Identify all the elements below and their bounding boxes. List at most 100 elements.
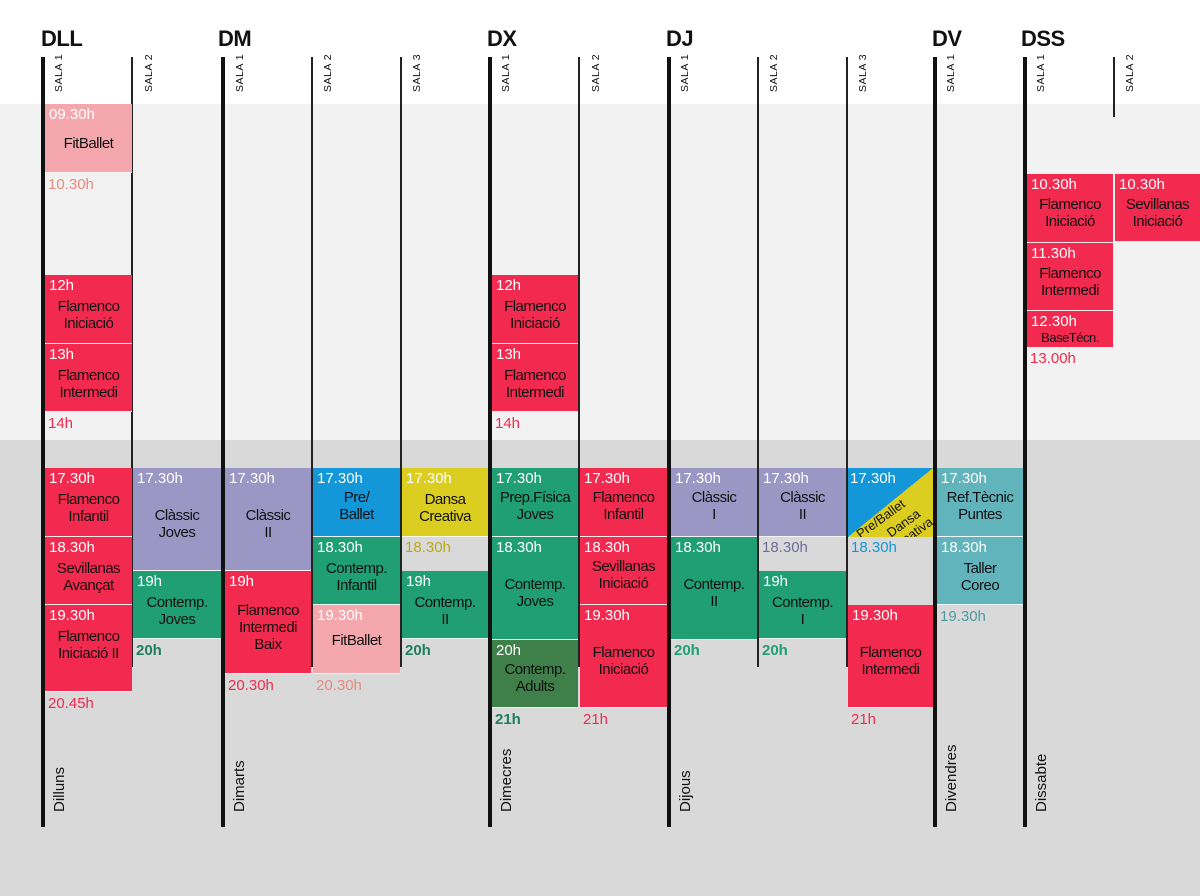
class-name: Dansa Creativa (419, 491, 471, 525)
class-block-classic-joves[interactable]: 17.30h Clàssic Joves (133, 468, 221, 571)
room-label: SALA 2 (590, 53, 602, 92)
class-name: Sevillanas Iniciació (1125, 196, 1190, 230)
class-block-flamenco-infantil[interactable]: 17.30h Flamenco Infantil (580, 468, 667, 537)
end-time: 18.30h (762, 539, 808, 556)
room-label: SALA 2 (322, 53, 334, 92)
class-block-taller-coreo[interactable]: 18.30h Taller Coreo (937, 537, 1023, 605)
class-block-contemp-infantil[interactable]: 18.30h Contemp. Infantil (313, 537, 400, 605)
class-block-prep-fisica-joves[interactable]: 17.30h Prep.Física Joves (492, 468, 578, 537)
class-block-flamenco-intermedi[interactable]: 11.30h Flamenco Intermedi (1027, 243, 1113, 311)
class-name: Contemp. Infantil (325, 560, 388, 594)
day-code-dll: DLL (41, 26, 83, 51)
room-label: SALA 1 (679, 53, 691, 92)
day-line-dx (488, 57, 492, 827)
class-block-sevillanas-iniciacio[interactable]: 18.30h Sevillanas Iniciació (580, 537, 667, 605)
class-name: Flamenco Iniciació II (57, 628, 120, 662)
class-block-flamenco-iniciacio[interactable]: 19.30h Flamenco Iniciació (580, 605, 667, 708)
day-name-dissabte: Dissabte (1033, 753, 1050, 812)
class-block-classic-ii[interactable]: 17.30h Clàssic II (759, 468, 846, 537)
class-name: Flamenco Intermedi (1039, 265, 1101, 299)
class-time: 18.30h (675, 539, 721, 556)
class-name: Prep.Física Joves (499, 489, 571, 523)
class-time: 18.30h (49, 539, 95, 556)
class-name: Flamenco Intermedi (57, 367, 120, 401)
class-block-flamenco-intermedi[interactable]: 13h Flamenco Intermedi (492, 344, 578, 412)
class-time: 17.30h (317, 470, 363, 487)
class-time: 18.30h (941, 539, 987, 556)
class-block-contemp-i[interactable]: 19h Contemp. I (759, 571, 846, 639)
class-time: 17.30h (496, 470, 542, 487)
class-block-flamenco-iniciacio[interactable]: 12h Flamenco Iniciació (492, 275, 578, 344)
class-block-flamenco-intermedi[interactable]: 19.30h Flamenco Intermedi (848, 605, 933, 708)
class-block-sevillanas-avancat[interactable]: 18.30h Sevillanas Avançat (45, 537, 132, 605)
end-time: 20h (762, 642, 788, 659)
class-name: Pre/ Ballet (339, 489, 374, 523)
end-time: 10.30h (48, 176, 94, 193)
class-name: Flamenco Iniciació (1039, 196, 1101, 230)
class-time: 17.30h (675, 470, 721, 487)
end-time: 21h (851, 711, 877, 728)
end-time: 20h (136, 642, 162, 659)
class-block-ref-tecnic-puntes[interactable]: 17.30h Ref.Tècnic Puntes (937, 468, 1023, 537)
class-block-flamenco-intermedi[interactable]: 13h Flamenco Intermedi (45, 344, 132, 412)
class-name: Flamenco Infantil (57, 491, 120, 525)
room-label: SALA 2 (768, 53, 780, 92)
class-block-base-tecnica[interactable]: 12.30h BaseTécn. (1027, 311, 1113, 348)
class-time: 18.30h (317, 539, 363, 556)
class-time: 17.30h (850, 470, 896, 487)
day-code-dx: DX (487, 26, 517, 51)
end-time: 14h (48, 415, 74, 432)
end-time: 18.30h (405, 539, 451, 556)
day-name-dijous: Dijous (677, 770, 694, 812)
end-time: 20.30h (316, 677, 362, 694)
class-time: 10.30h (1031, 176, 1077, 193)
day-name-dilluns: Dilluns (51, 766, 68, 812)
room-line-dj-3 (846, 57, 848, 667)
class-name: Sevillanas Iniciació (591, 558, 656, 592)
class-block-pre-ballet[interactable]: 17.30h Pre/ Ballet (313, 468, 400, 537)
class-time: 17.30h (137, 470, 183, 487)
room-line-dss-2 (1113, 57, 1115, 117)
class-block-classic-ii[interactable]: 17.30h Clàssic II (225, 468, 311, 571)
class-block-dansa-creativa[interactable]: 17.30h Dansa Creativa (402, 468, 488, 537)
class-block-flamenco-iniciacio-ii[interactable]: 19.30h Flamenco Iniciació II (45, 605, 132, 692)
class-block-flamenco-iniciacio[interactable]: 12h Flamenco Iniciació (45, 275, 132, 344)
class-name: Sevillanas Avançat (56, 560, 121, 594)
header-band (0, 0, 1200, 104)
class-block-fitballet[interactable]: 19.30h FitBallet (313, 605, 400, 674)
class-name: Contemp. II (683, 576, 745, 610)
end-time: 20.45h (48, 695, 94, 712)
end-time: 13.00h (1030, 350, 1076, 367)
end-time: 20.30h (228, 677, 274, 694)
class-name: Contemp. Joves (146, 594, 208, 628)
class-name: Contemp. II (414, 594, 476, 628)
class-block-contemp-joves[interactable]: 18.30h Contemp. Joves (492, 537, 578, 640)
class-block-contemp-ii[interactable]: 18.30h Contemp. II (671, 537, 757, 640)
class-name: Flamenco Intermedi (504, 367, 566, 401)
class-name: Contemp. Joves (504, 576, 566, 610)
day-line-dv (933, 57, 937, 827)
class-block-sevillanas-iniciacio[interactable]: 10.30h Sevillanas Iniciació (1115, 174, 1200, 242)
class-block-classic-i[interactable]: 17.30h Clàssic I (671, 468, 757, 537)
class-time: 17.30h (229, 470, 275, 487)
class-block-contemp-joves[interactable]: 19h Contemp. Joves (133, 571, 221, 639)
class-time: 19.30h (852, 607, 898, 624)
class-name: Clàssic Joves (154, 507, 200, 541)
room-label: SALA 1 (945, 53, 957, 92)
class-name: Flamenco Infantil (592, 489, 655, 523)
day-code-dv: DV (932, 26, 962, 51)
class-block-contemp-adults[interactable]: 20h Contemp. Adults (492, 640, 578, 708)
class-time: 17.30h (763, 470, 809, 487)
class-block-flamenco-infantil[interactable]: 17.30h Flamenco Infantil (45, 468, 132, 537)
class-time: 13h (496, 346, 522, 363)
class-block-flamenco-intermedi-baix[interactable]: 19h Flamenco Intermedi Baix (225, 571, 311, 674)
class-block-fitballet[interactable]: 09.30h FitBallet (45, 104, 132, 173)
end-time: 19.30h (940, 608, 986, 625)
class-time: 17.30h (941, 470, 987, 487)
class-block-contemp-ii[interactable]: 19h Contemp. II (402, 571, 488, 639)
class-block-pre-ballet-dansa-creativa[interactable]: 17.30h Pre/Ballet Dansa Creativa (848, 468, 933, 537)
class-time: 12h (49, 277, 75, 294)
class-time: 19.30h (584, 607, 630, 624)
day-line-dm (221, 57, 225, 827)
class-block-flamenco-iniciacio[interactable]: 10.30h Flamenco Iniciació (1027, 174, 1113, 243)
